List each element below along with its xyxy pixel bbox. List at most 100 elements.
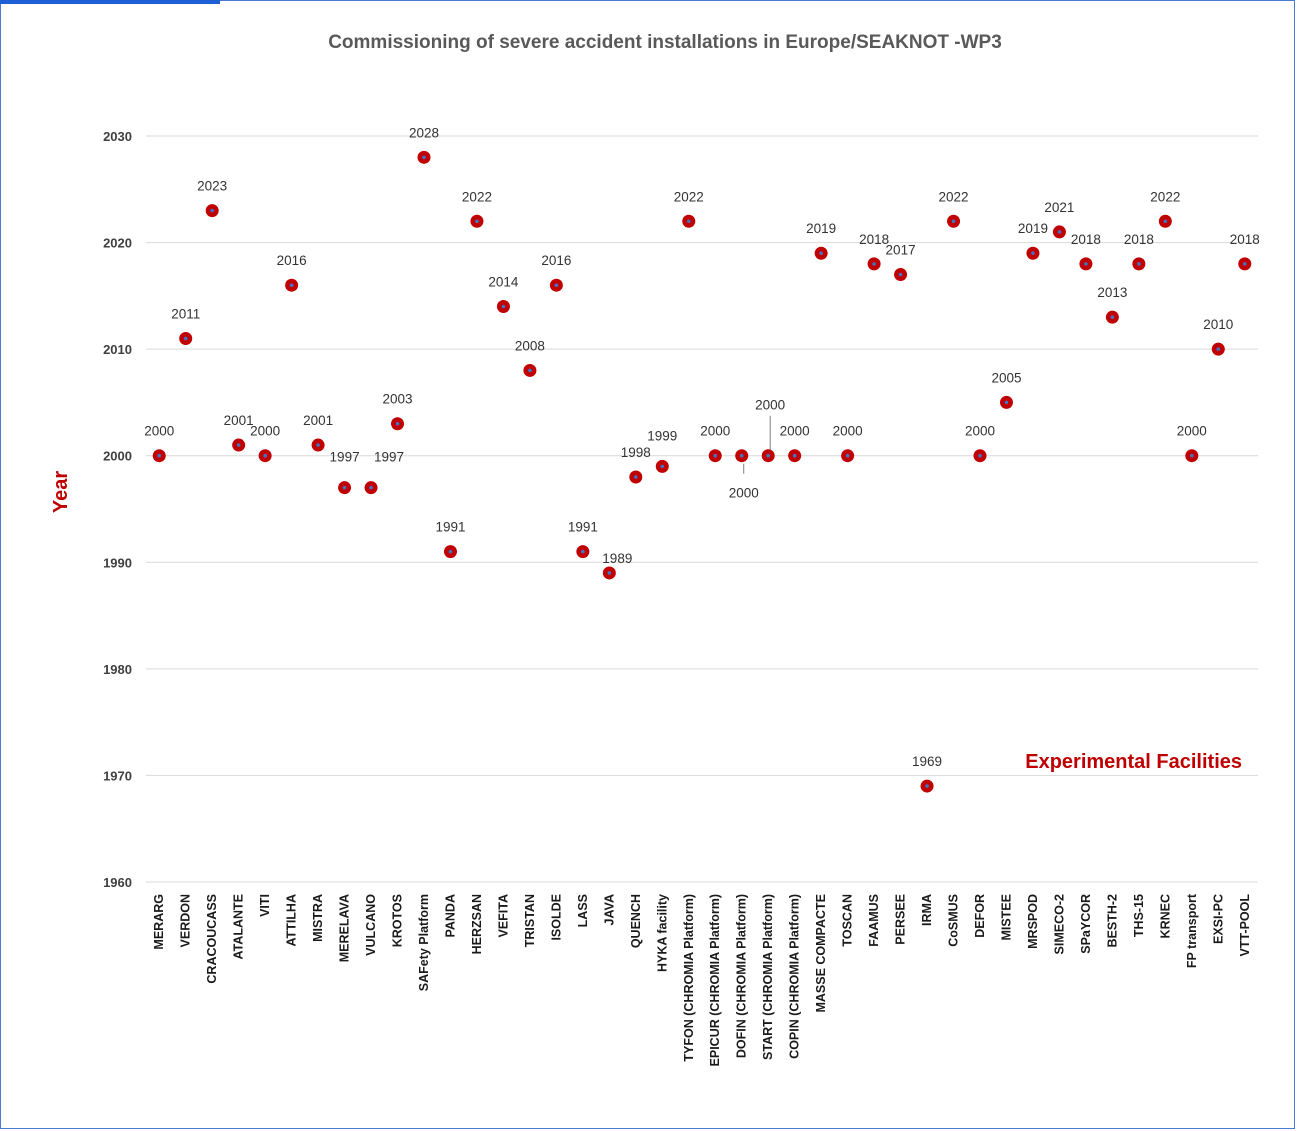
data-point-center bbox=[1084, 262, 1088, 266]
x-tick-label: MERELAVA bbox=[338, 894, 352, 962]
x-tick-label: FP transport bbox=[1185, 893, 1199, 968]
data-label: 1991 bbox=[435, 520, 465, 535]
x-tick-label: LASS bbox=[576, 894, 590, 927]
data-point-center bbox=[1242, 262, 1247, 266]
x-tick-label: CRACOUCASS bbox=[205, 894, 219, 984]
x-tick-label: JAVA bbox=[602, 894, 616, 926]
data-points bbox=[152, 150, 1252, 793]
data-point-center bbox=[448, 549, 453, 554]
data-label: 1969 bbox=[912, 754, 942, 769]
data-label: 2016 bbox=[277, 253, 307, 268]
data-label: 2008 bbox=[515, 338, 545, 353]
data-point-center bbox=[951, 219, 956, 224]
x-tick-label: THS-15 bbox=[1132, 894, 1146, 937]
data-label: 2022 bbox=[674, 189, 704, 204]
x-tick-label: MISTEE bbox=[999, 894, 1013, 941]
data-label: 2000 bbox=[1177, 424, 1207, 439]
data-point-center bbox=[925, 784, 929, 788]
x-tick-label: SPaYCOR bbox=[1079, 894, 1093, 954]
data-point-center bbox=[369, 485, 373, 490]
data-point-center bbox=[1190, 453, 1194, 458]
x-tick-label: QUENCH bbox=[629, 894, 643, 948]
x-tick-label: MERARG bbox=[152, 894, 166, 950]
x-tick-label: TRISTAN bbox=[523, 894, 537, 947]
data-label: 2022 bbox=[462, 189, 492, 204]
data-point-center bbox=[634, 475, 638, 479]
data-point-center bbox=[289, 283, 294, 288]
data-label: 2000 bbox=[833, 424, 863, 439]
data-label: 2017 bbox=[886, 243, 916, 258]
data-point-center bbox=[713, 453, 718, 458]
data-point-center bbox=[686, 219, 691, 224]
x-tick-label: FAAMUS bbox=[867, 894, 881, 947]
data-label: 2000 bbox=[780, 424, 810, 439]
y-tick-label: 1960 bbox=[103, 875, 132, 890]
leader-lines bbox=[743, 415, 771, 474]
data-point-center bbox=[1031, 251, 1035, 256]
data-label: 2018 bbox=[1071, 232, 1101, 247]
data-point-center bbox=[766, 453, 770, 458]
x-axis-title: Experimental Facilities bbox=[1025, 751, 1242, 773]
data-label: 1989 bbox=[602, 551, 632, 566]
data-point-center bbox=[872, 262, 876, 266]
data-label: 2001 bbox=[303, 413, 333, 428]
x-tick-label: VEFITA bbox=[496, 894, 510, 938]
x-tick-label: MRSPOD bbox=[1026, 894, 1040, 949]
x-tick-label: COPIN (CHROMIA Platform) bbox=[788, 894, 802, 1059]
data-point-center bbox=[1004, 400, 1009, 405]
data-label: 2019 bbox=[1018, 221, 1048, 236]
y-tick-label: 2010 bbox=[103, 342, 132, 357]
x-tick-label: VTT-POOL bbox=[1238, 894, 1252, 957]
data-point-center bbox=[422, 155, 426, 160]
data-label: 2014 bbox=[488, 275, 519, 290]
x-tick-label: DOFIN (CHROMIA Platform) bbox=[735, 894, 749, 1058]
data-label: 1999 bbox=[647, 428, 677, 443]
y-axis-title: Year bbox=[50, 471, 72, 513]
x-axis-ticks: MERARG VERDON CRACOUCASS ATALANTE VITI ATTILH… bbox=[152, 893, 1252, 1066]
data-label: 2010 bbox=[1203, 317, 1233, 332]
x-tick-label: TYFON (CHROMIA Platform) bbox=[682, 894, 696, 1062]
x-tick-label: HYKA facility bbox=[655, 894, 669, 972]
chart-title: Commissioning of severe accident install… bbox=[328, 32, 1002, 53]
x-tick-label: VULCANO bbox=[364, 894, 378, 956]
x-tick-label: EXSI-PC bbox=[1211, 894, 1225, 944]
x-tick-label: VERDON bbox=[179, 894, 193, 947]
data-point-center bbox=[978, 453, 982, 458]
data-point-center bbox=[660, 464, 665, 469]
data-label: 2016 bbox=[541, 253, 571, 268]
data-point-center bbox=[845, 453, 850, 458]
x-tick-label: VITI bbox=[258, 894, 272, 917]
data-point-center bbox=[1216, 347, 1221, 351]
data-label: 2000 bbox=[755, 398, 785, 413]
x-tick-label: EPICUR (CHROMIA Platform) bbox=[708, 894, 722, 1066]
data-label: 2022 bbox=[1150, 189, 1180, 204]
y-tick-label: 1990 bbox=[103, 555, 132, 570]
data-point-center bbox=[1110, 315, 1115, 319]
data-label: 2001 bbox=[224, 413, 254, 428]
x-tick-label: KROTOS bbox=[391, 894, 405, 947]
data-label: 2000 bbox=[965, 424, 995, 439]
x-tick-label: MASSE COMPACTE bbox=[814, 894, 828, 1013]
x-tick-label: SIMECO-2 bbox=[1052, 894, 1066, 954]
data-point-center bbox=[263, 453, 267, 458]
data-label: 1997 bbox=[330, 450, 360, 465]
data-point-center bbox=[342, 485, 347, 490]
x-tick-label: TOSCAN bbox=[841, 894, 855, 947]
data-label: 2018 bbox=[1230, 232, 1260, 247]
data-label: 2005 bbox=[991, 370, 1021, 385]
data-point-center bbox=[792, 453, 797, 458]
y-tick-label: 2030 bbox=[103, 129, 132, 144]
x-tick-label: ATALANTE bbox=[232, 894, 246, 960]
x-tick-label: BESTH-2 bbox=[1105, 894, 1119, 948]
x-tick-label: PANDA bbox=[443, 894, 457, 938]
data-point-center bbox=[819, 251, 823, 256]
data-label: 1997 bbox=[374, 450, 404, 465]
corner-accent bbox=[0, 0, 220, 4]
data-point-center bbox=[528, 368, 532, 373]
data-point-center bbox=[607, 571, 612, 575]
data-label: 2000 bbox=[144, 424, 174, 439]
y-axis-ticks: 1960 1970 1980 1990 2000 2010 2020 2030 bbox=[103, 129, 132, 890]
data-point-center bbox=[581, 549, 585, 554]
